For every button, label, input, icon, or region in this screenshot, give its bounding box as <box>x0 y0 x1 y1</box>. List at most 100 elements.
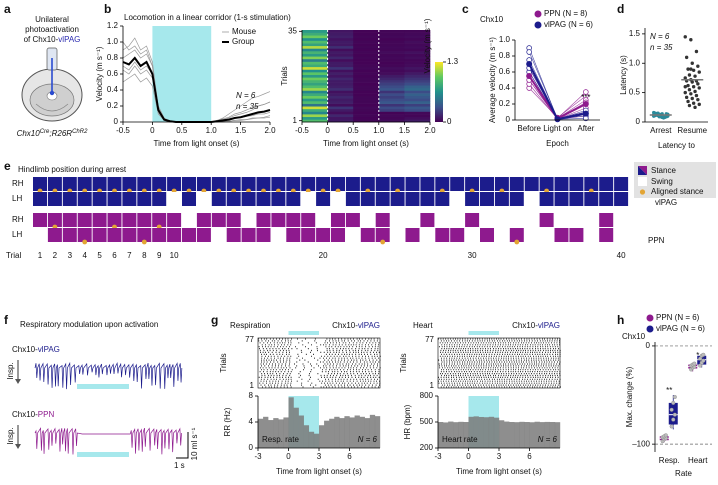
annotation: n = 35 <box>236 102 259 111</box>
aligned-stance <box>82 239 88 245</box>
stance-cell <box>137 213 152 227</box>
y-tick-label: 35 <box>288 26 297 35</box>
latency-point <box>697 70 701 74</box>
panel-label: h <box>617 313 624 327</box>
trial-tick: 9 <box>157 251 162 260</box>
histogram-bar <box>539 422 545 448</box>
swing-cell <box>390 213 405 227</box>
stance-cell <box>480 177 494 191</box>
latency-point <box>696 82 700 86</box>
heat-cell <box>302 98 328 102</box>
stance-cell <box>345 177 360 191</box>
y-tick-label: 500 <box>420 417 434 426</box>
trial-tick: 2 <box>53 251 58 260</box>
histogram-bar <box>319 425 325 448</box>
y-tick-label: 1 <box>250 381 255 390</box>
stimulus-bar <box>468 331 499 335</box>
y-tick-label: 1 <box>293 116 298 125</box>
heat-cell <box>353 58 380 62</box>
colorbar <box>435 62 443 122</box>
heat-cell <box>353 74 380 78</box>
heat-cell <box>404 37 431 41</box>
heat-cell <box>378 114 405 118</box>
latency-point <box>693 89 697 94</box>
heat-cell <box>353 116 380 120</box>
panel-title: Hindlimb position during arrest <box>18 165 127 174</box>
legend-marker <box>534 10 542 18</box>
heat-cell <box>404 98 431 102</box>
x-tick-label: 0 <box>150 126 155 135</box>
heat-cell <box>353 61 380 65</box>
legend-label: Mouse <box>232 27 257 36</box>
stance-cell <box>152 192 167 206</box>
stance-cell <box>375 213 390 227</box>
histogram-bar <box>524 422 530 448</box>
mean-point <box>526 73 533 79</box>
x-tick-label: Resume <box>677 126 707 135</box>
heat-cell <box>353 103 380 107</box>
latency-point <box>683 35 687 39</box>
latency-point <box>696 64 700 68</box>
panel-label: a <box>4 2 11 16</box>
swing-cell <box>331 192 345 206</box>
panel-title: Respiratory modulation upon activation <box>20 320 158 329</box>
stance-cell <box>152 213 167 227</box>
stance-cell <box>509 177 524 191</box>
heat-cell <box>302 93 328 97</box>
stance-cell <box>465 192 480 206</box>
heat-cell <box>378 119 405 123</box>
heat-cell <box>353 30 380 33</box>
trial-tick: 20 <box>319 251 328 260</box>
stance-cell <box>316 177 331 191</box>
stance-cell <box>62 177 77 191</box>
latency-point <box>687 73 692 77</box>
heat-cell <box>404 45 431 49</box>
stance-cell <box>554 228 569 242</box>
stance-cell <box>256 177 271 191</box>
heat-cell <box>353 77 380 81</box>
latency-point <box>690 96 694 101</box>
heat-cell <box>353 106 380 110</box>
latency-point <box>684 95 689 100</box>
stance-cell <box>62 192 77 206</box>
legend-label: vlPAG (N = 6) <box>544 20 593 29</box>
heat-cell <box>327 56 354 60</box>
stance-cell <box>539 177 554 191</box>
stance-cell <box>211 177 226 191</box>
latency-point <box>687 103 692 108</box>
stance-cell <box>435 228 450 242</box>
latency-point <box>687 87 692 92</box>
x-tick-label: -0.5 <box>116 126 130 135</box>
heat-cell <box>404 30 431 33</box>
histogram-bar <box>369 414 376 448</box>
title-line: of Chx10-vlPAG <box>24 35 81 44</box>
stance-cell <box>301 213 316 227</box>
histogram-bar <box>499 420 505 448</box>
respiratory-trace <box>34 427 182 455</box>
stance-cell <box>494 192 509 206</box>
heat-cell <box>302 53 328 57</box>
stance-cell <box>584 177 599 191</box>
stance-cell <box>316 228 331 242</box>
heat-cell <box>327 58 354 62</box>
stance-cell <box>599 192 614 206</box>
stance-cell <box>137 228 152 242</box>
heat-cell <box>404 90 431 94</box>
histogram-bar <box>268 420 274 448</box>
y-tick-label: 0 <box>249 443 254 452</box>
heat-cell <box>327 93 354 97</box>
title-target: vlPAG <box>58 35 80 44</box>
y-tick-label: –100 <box>632 439 650 448</box>
swing-cell <box>450 192 465 206</box>
scale-label: 10 ml s⁻¹ <box>190 427 199 460</box>
stance-cell <box>286 213 301 227</box>
x-tick-label: 0.5 <box>176 126 188 135</box>
trial-tick: 1 <box>38 251 43 260</box>
stance-cell <box>375 228 390 242</box>
stance-cell <box>539 192 554 206</box>
heat-cell <box>302 116 328 120</box>
stance-cell <box>226 177 241 191</box>
heat-cell <box>378 85 405 89</box>
heat-cell <box>302 87 328 91</box>
stance-cell <box>107 177 122 191</box>
